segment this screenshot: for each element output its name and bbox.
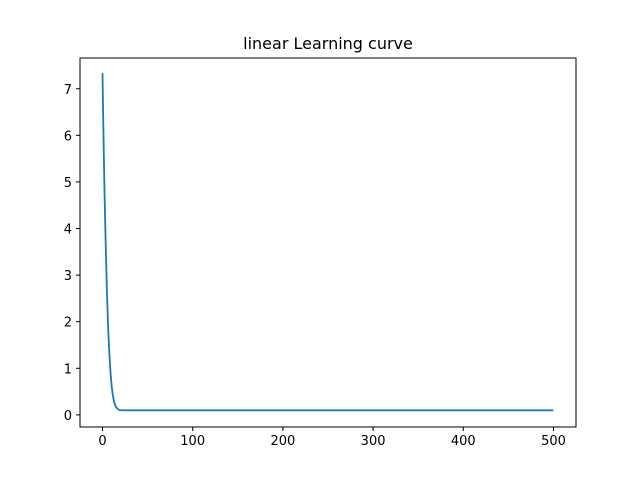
plot-area-frame: [79, 57, 577, 428]
x-tick-label: 0: [98, 434, 106, 449]
x-tick-label: 300: [361, 434, 386, 449]
series-layer: [101, 72, 554, 412]
y-tick-label: 2: [64, 316, 72, 331]
x-tick-label: 200: [270, 434, 295, 449]
chart-title: linear Learning curve: [243, 34, 413, 53]
y-tick-label: 3: [64, 269, 72, 284]
x-tick-label: 400: [451, 434, 476, 449]
y-tick-label: 7: [64, 83, 72, 98]
y-tick-label: 1: [64, 362, 72, 377]
y-tick-label: 4: [64, 223, 72, 238]
y-tick-label: 5: [64, 176, 72, 191]
ticks-layer: 0 100 200 300 400 500 0 1 2 3 4 5 6 7: [64, 83, 566, 449]
series-line-0: [101, 72, 554, 412]
y-tick-label: 0: [64, 409, 72, 424]
x-tick-label: 100: [180, 434, 205, 449]
y-tick-label: 6: [64, 129, 72, 144]
x-tick-label: 500: [541, 434, 566, 449]
